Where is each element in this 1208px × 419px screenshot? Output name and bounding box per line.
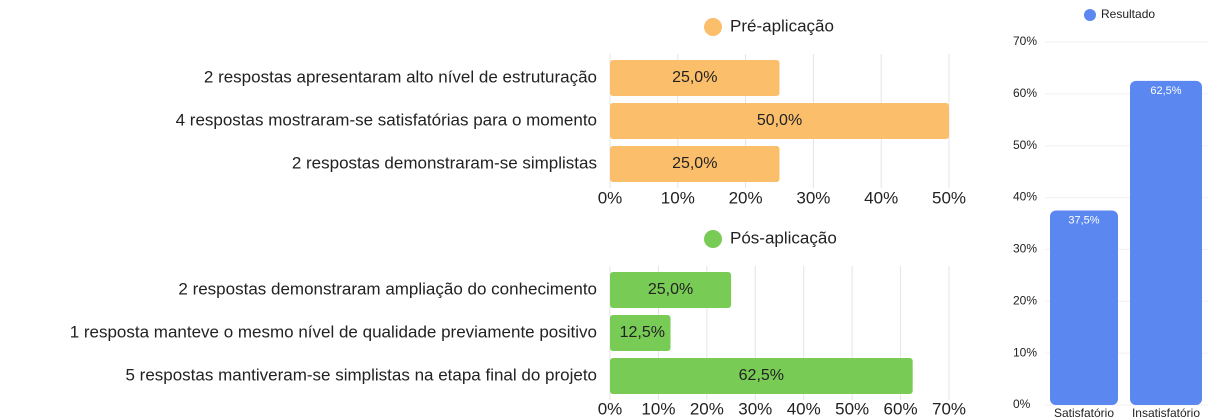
bar: [610, 315, 671, 351]
category-label: 5 respostas mantiveram-se simplistas na …: [125, 365, 597, 384]
x-tick-label: 60%: [884, 399, 918, 418]
legend-label: Pré-aplicação: [730, 16, 834, 35]
x-tick-label: 20%: [729, 188, 763, 207]
bar: [1050, 210, 1118, 405]
y-tick-label: 70%: [1013, 34, 1037, 48]
category-label: 2 respostas demonstraram ampliação do co…: [178, 279, 597, 298]
x-tick-label: 50%: [835, 399, 869, 418]
value-label: 62,5%: [1150, 85, 1181, 97]
category-label: Satisfatório: [1054, 406, 1114, 419]
legend-swatch: [704, 18, 722, 36]
value-label: 25,0%: [672, 69, 717, 86]
category-label: 1 resposta manteve o mesmo nível de qual…: [70, 322, 597, 341]
value-label: 25,0%: [672, 155, 717, 172]
bar: [610, 272, 732, 308]
legend-label: Pós-aplicação: [730, 228, 837, 247]
bar: [610, 358, 913, 394]
category-label: 4 respostas mostraram-se satisfatórias p…: [176, 110, 597, 129]
x-tick-label: 20%: [690, 399, 724, 418]
x-tick-label: 0%: [598, 188, 623, 207]
y-tick-label: 0%: [1013, 397, 1031, 411]
legend-swatch: [704, 230, 722, 248]
x-tick-label: 30%: [796, 188, 830, 207]
y-tick-label: 30%: [1013, 242, 1037, 256]
legend-label: Resultado: [1101, 7, 1155, 21]
category-label: 2 respostas demonstraram-se simplistas: [292, 153, 597, 172]
x-tick-label: 70%: [932, 399, 966, 418]
y-tick-label: 40%: [1013, 190, 1037, 204]
bar: [610, 60, 780, 96]
bar: [610, 103, 949, 139]
value-label: 37,5%: [1068, 214, 1099, 226]
category-label: Insatisfatório: [1132, 406, 1200, 419]
x-tick-label: 30%: [738, 399, 772, 418]
value-label: 25,0%: [648, 281, 693, 298]
value-label: 50,0%: [757, 112, 802, 129]
x-tick-label: 40%: [864, 188, 898, 207]
y-tick-label: 10%: [1013, 345, 1037, 359]
y-tick-label: 50%: [1013, 138, 1037, 152]
x-tick-label: 0%: [598, 399, 623, 418]
x-tick-label: 40%: [787, 399, 821, 418]
legend-swatch: [1084, 9, 1096, 21]
x-tick-label: 10%: [661, 188, 695, 207]
y-tick-label: 20%: [1013, 293, 1037, 307]
category-label: 2 respostas apresentaram alto nível de e…: [204, 67, 597, 86]
x-tick-label: 50%: [932, 188, 966, 207]
x-tick-label: 10%: [641, 399, 675, 418]
bar: [1130, 80, 1202, 406]
bar: [610, 146, 780, 182]
y-tick-label: 60%: [1013, 86, 1037, 100]
value-label: 62,5%: [739, 367, 784, 384]
value-label: 12,5%: [620, 324, 665, 341]
